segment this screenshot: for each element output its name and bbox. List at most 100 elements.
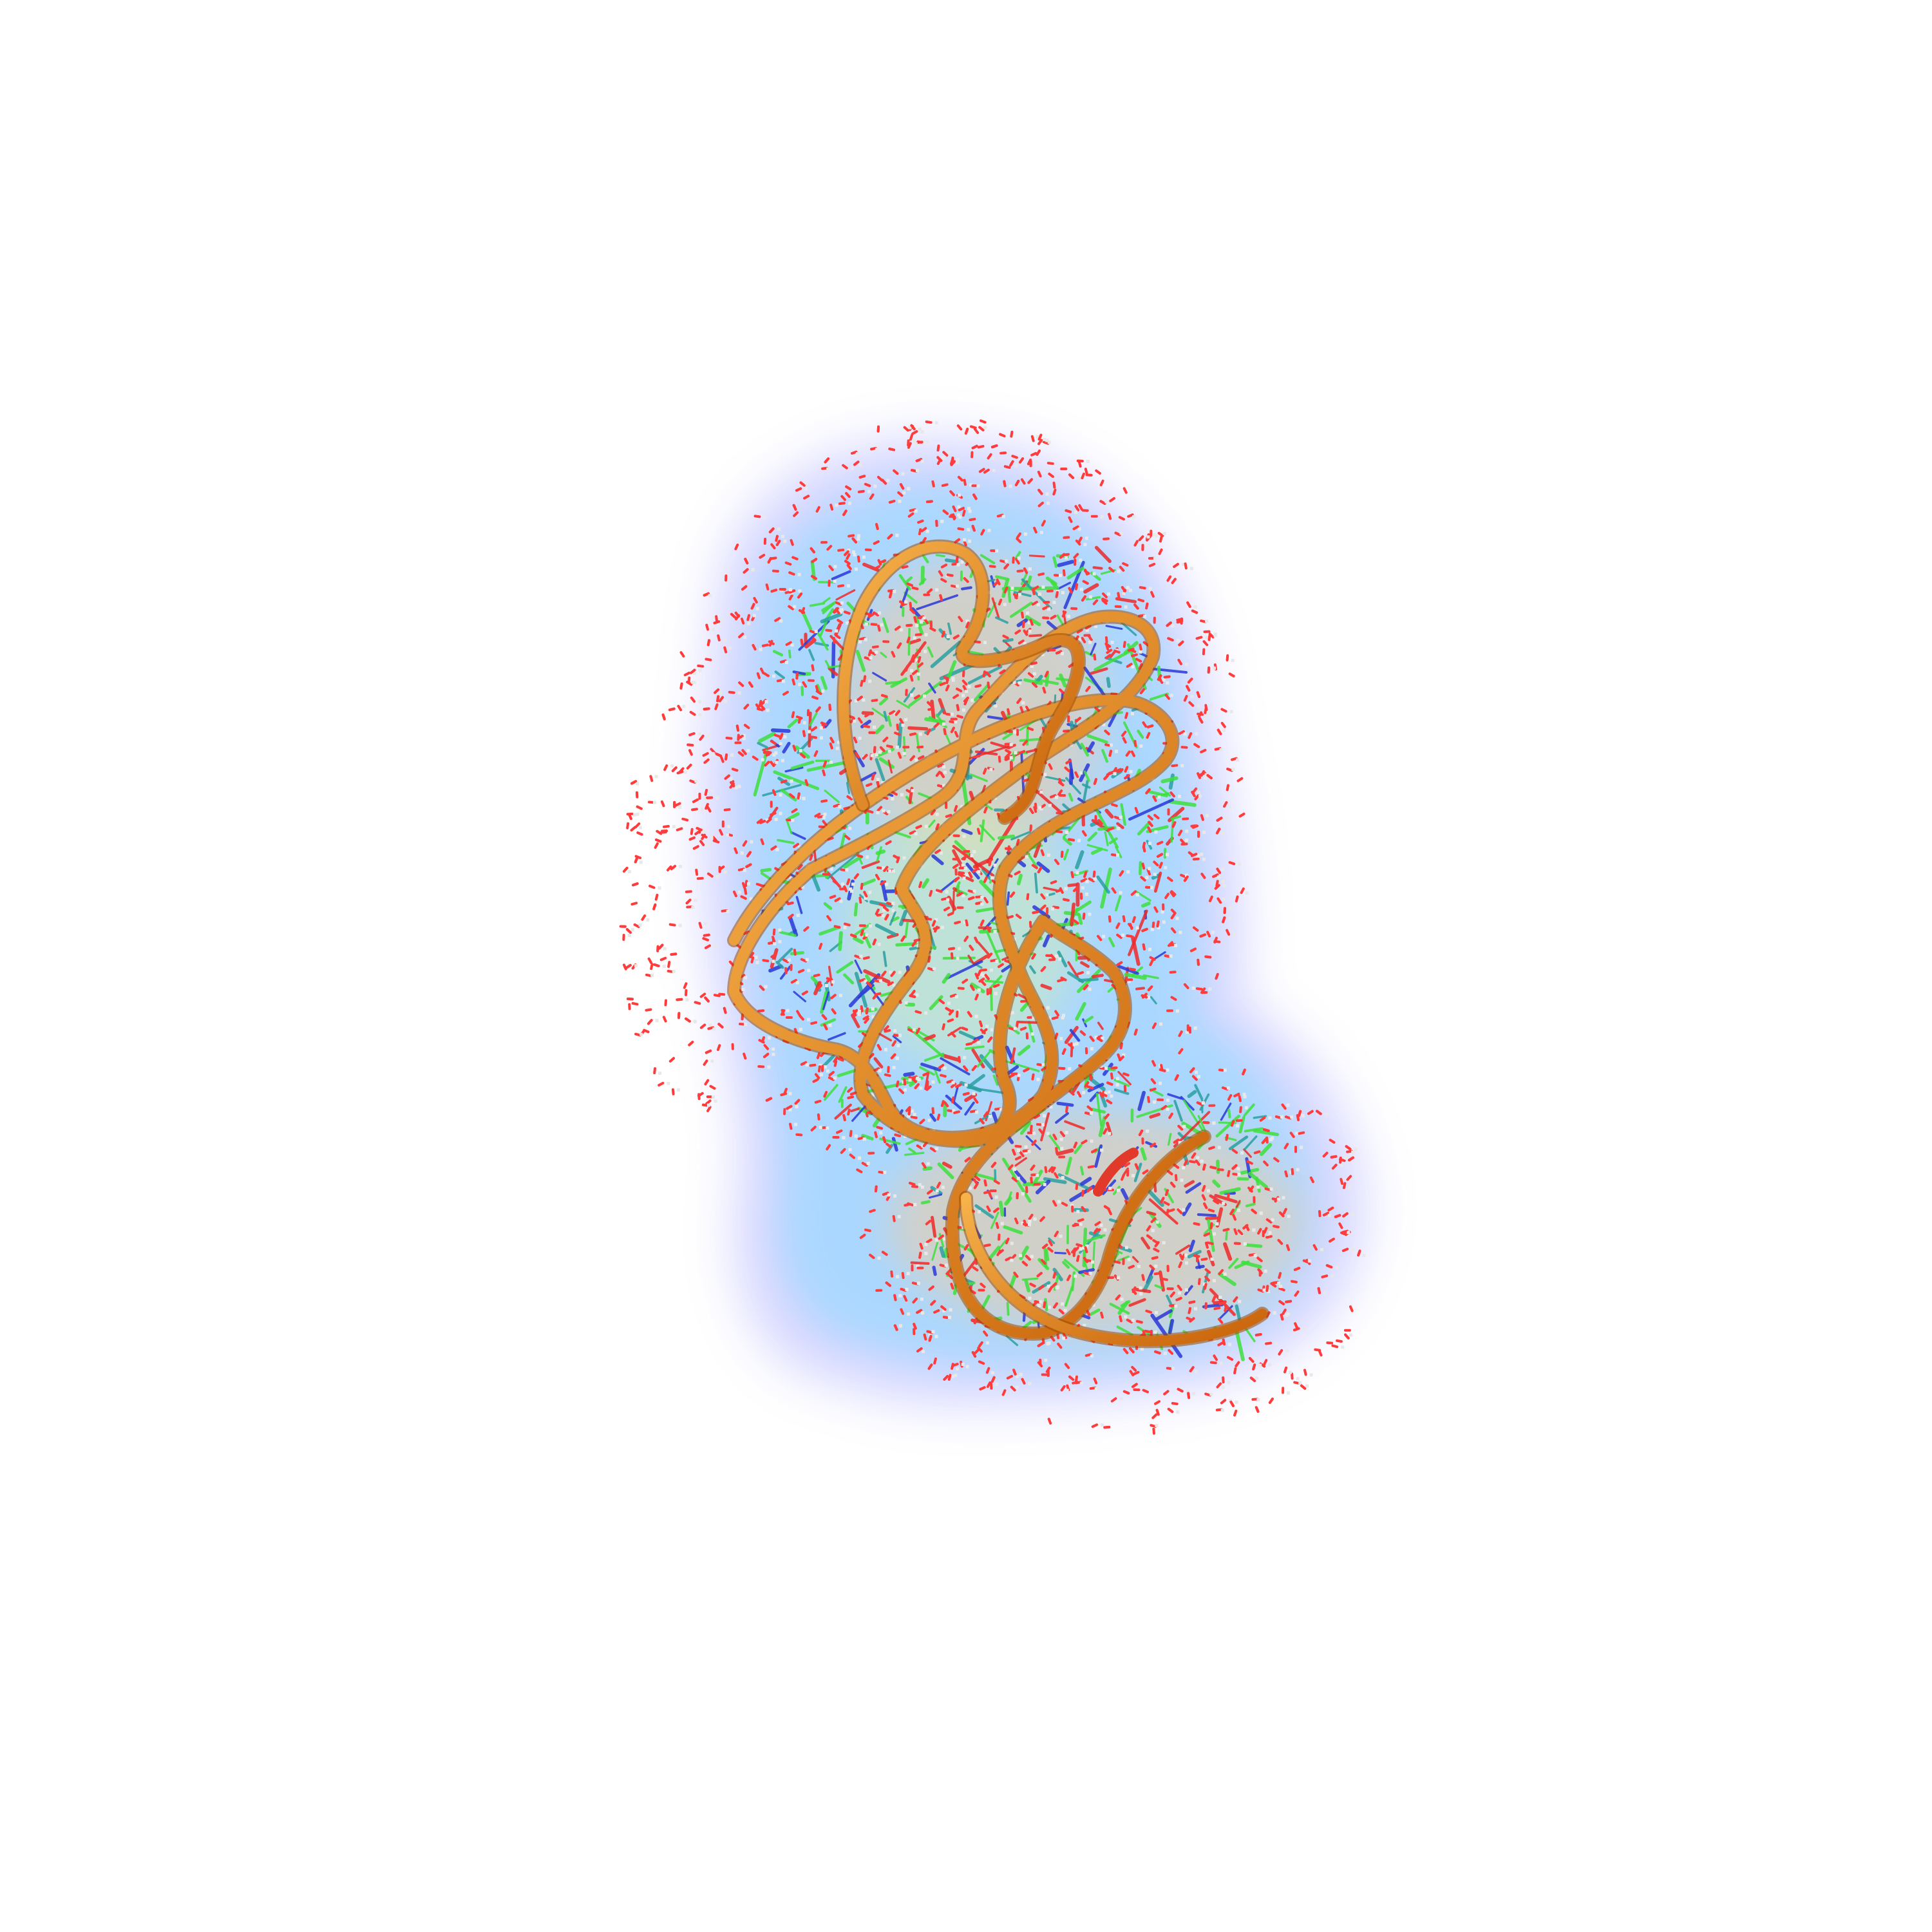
- atom-bond: [1029, 965, 1036, 974]
- atom-bond: [774, 670, 785, 679]
- water-molecule: [940, 1074, 947, 1078]
- water-oxygen: [849, 717, 855, 724]
- water-oxygen: [1107, 1208, 1112, 1215]
- atom-bond: [944, 732, 951, 744]
- water-oxygen: [1131, 653, 1138, 658]
- water-oxygen: [1005, 1237, 1010, 1245]
- water-oxygen: [810, 1021, 818, 1025]
- water-oxygen: [681, 817, 689, 822]
- water-molecule: [930, 809, 939, 817]
- water-oxygen: [1163, 1390, 1170, 1396]
- atom-bond: [770, 948, 779, 969]
- water-hydrogen: [840, 601, 844, 605]
- water-oxygen: [1084, 1246, 1088, 1253]
- atom-bond: [1081, 783, 1091, 789]
- water-oxygen: [677, 705, 683, 712]
- water-oxygen: [1201, 1185, 1206, 1192]
- atom-bond: [1146, 1211, 1157, 1216]
- atom-bond: [1225, 1229, 1228, 1241]
- water-oxygen: [1263, 1359, 1268, 1366]
- water-oxygen: [789, 1122, 793, 1130]
- water-hydrogen: [942, 765, 946, 769]
- atom-bond: [1120, 1300, 1131, 1307]
- atom-bond: [1108, 936, 1115, 948]
- water-hydrogen: [1061, 1176, 1065, 1180]
- water-hydrogen: [920, 1297, 924, 1301]
- atom-bond: [1083, 1016, 1094, 1023]
- water-oxygen: [683, 982, 688, 989]
- water-molecule: [786, 819, 795, 822]
- water-hydrogen: [1061, 1014, 1065, 1018]
- water-oxygen: [1318, 1349, 1323, 1357]
- atom-bond: [1066, 971, 1084, 983]
- water-oxygen: [1117, 592, 1121, 600]
- water-oxygen: [823, 1090, 828, 1098]
- water-hydrogen: [1238, 862, 1242, 866]
- water-molecule: [1213, 1306, 1221, 1311]
- atom-bond: [831, 570, 851, 581]
- water-molecule: [1298, 1131, 1305, 1135]
- water-oxygen: [918, 881, 923, 888]
- water-molecule: [670, 864, 683, 871]
- water-hydrogen: [788, 1092, 792, 1095]
- water-hydrogen: [710, 788, 714, 792]
- water-oxygen: [1156, 840, 1164, 846]
- water-molecule: [1133, 1370, 1140, 1376]
- water-oxygen: [1293, 1267, 1301, 1271]
- water-hydrogen: [851, 550, 855, 554]
- water-molecule: [867, 612, 875, 618]
- water-molecule: [1064, 766, 1070, 772]
- water-oxygen: [719, 829, 724, 836]
- atom-bond: [784, 766, 804, 773]
- atom-bond: [904, 576, 913, 584]
- water-oxygen: [933, 1357, 937, 1365]
- water-oxygen: [945, 813, 952, 818]
- water-oxygen: [1121, 1174, 1125, 1181]
- water-oxygen: [1072, 919, 1079, 925]
- atom-bond: [1155, 1309, 1173, 1321]
- atom-bond: [1027, 1021, 1036, 1043]
- water-hydrogen: [1041, 1063, 1045, 1066]
- water-oxygen: [1180, 873, 1187, 878]
- water-hydrogen: [1059, 1037, 1063, 1041]
- water-molecule: [933, 1357, 937, 1365]
- water-molecule: [1278, 1287, 1285, 1292]
- water-oxygen: [1341, 1247, 1349, 1253]
- water-molecule: [1027, 1016, 1036, 1019]
- water-oxygen: [842, 464, 848, 469]
- water-molecule: [718, 992, 726, 996]
- atom-bond: [921, 878, 930, 889]
- water-oxygen: [967, 889, 975, 894]
- water-oxygen: [1130, 750, 1135, 757]
- water-oxygen: [919, 1119, 925, 1124]
- atom-bond: [1121, 1188, 1129, 1200]
- water-molecule: [1036, 449, 1041, 456]
- water-oxygen: [1131, 1365, 1137, 1372]
- water-molecule: [849, 717, 855, 724]
- water-molecule: [1166, 575, 1172, 582]
- atom-bond: [991, 597, 1000, 619]
- water-molecule: [1097, 934, 1106, 942]
- water-molecule: [1293, 1381, 1302, 1385]
- water-molecule: [957, 987, 965, 990]
- water-oxygen: [662, 1016, 667, 1023]
- water-molecule: [784, 561, 792, 566]
- water-hydrogen: [638, 826, 642, 829]
- water-oxygen: [788, 571, 795, 576]
- water-hydrogen: [983, 641, 987, 645]
- atom-bond: [908, 681, 942, 707]
- atom-bond: [892, 1035, 902, 1043]
- water-molecule: [812, 1078, 819, 1083]
- atom-bond: [1040, 983, 1052, 990]
- water-molecule: [1227, 1170, 1231, 1177]
- atom-bond: [1068, 793, 1074, 802]
- water-hydrogen: [1104, 1066, 1108, 1070]
- water-hydrogen: [972, 889, 976, 893]
- water-hydrogen: [753, 614, 757, 618]
- water-oxygen: [668, 1057, 676, 1063]
- water-oxygen: [978, 1020, 983, 1028]
- water-molecule: [779, 659, 788, 665]
- water-molecule: [633, 923, 642, 929]
- water-hydrogen: [1166, 1068, 1170, 1072]
